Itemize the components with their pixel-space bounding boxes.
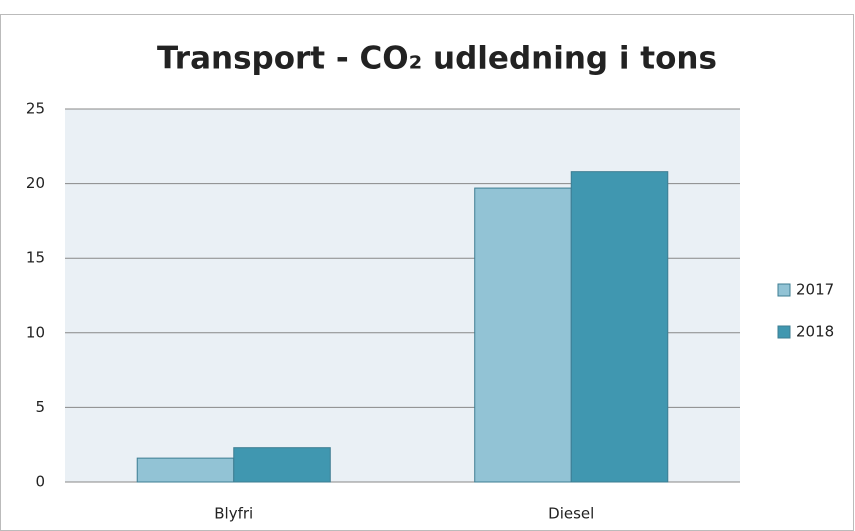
- y-tick-label: 15: [26, 249, 45, 267]
- legend-swatch: [777, 283, 791, 297]
- bar: [136, 457, 235, 483]
- legend-label: 2017: [796, 281, 834, 299]
- bar: [570, 171, 669, 483]
- y-tick-label: 0: [35, 473, 45, 491]
- y-tick-label: 10: [26, 323, 45, 341]
- bar: [474, 187, 572, 483]
- legend-swatch: [777, 325, 791, 339]
- y-tick-label: 20: [26, 174, 45, 192]
- bar: [233, 447, 331, 483]
- y-tick-label: 5: [35, 398, 45, 416]
- legend-label: 2018: [796, 323, 834, 341]
- x-tick-label: Blyfri: [214, 505, 253, 523]
- x-tick-label: Diesel: [548, 505, 594, 523]
- y-tick-label: 25: [26, 100, 45, 118]
- chart-title: Transport - CO₂ udledning i tons: [157, 41, 717, 77]
